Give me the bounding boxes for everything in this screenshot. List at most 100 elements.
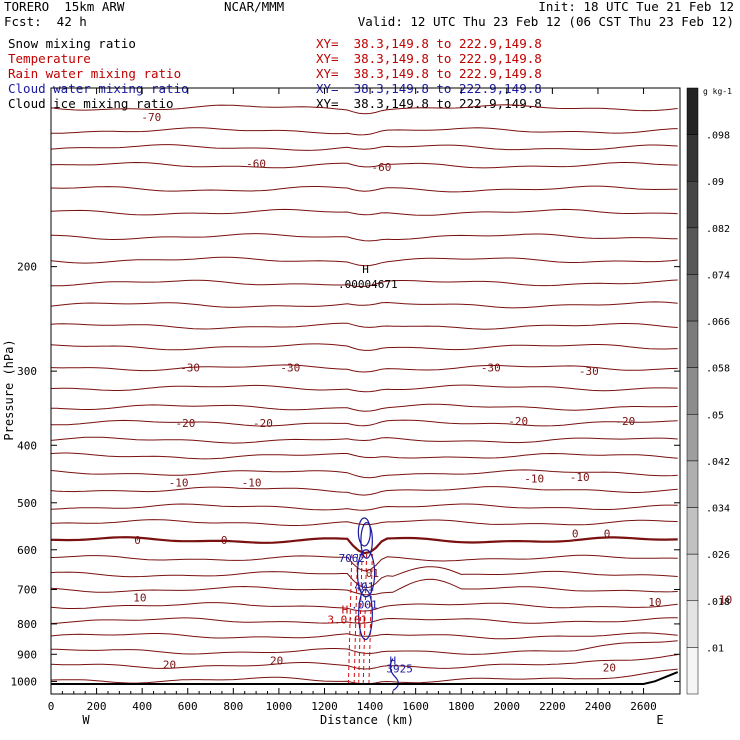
y-tick-label: 500 — [17, 497, 37, 510]
colorbar-label: .098 — [706, 131, 730, 142]
colorbar-label: .026 — [706, 550, 730, 561]
hydrometeor-label: .00004671 — [338, 278, 398, 291]
temperature-contour-label: 0 — [604, 527, 611, 540]
colorbar-swatch — [686, 274, 699, 322]
temperature-contour-label: -30 — [481, 362, 501, 375]
temperature-contour-label: -70 — [141, 111, 161, 124]
colorbar-swatch — [686, 507, 699, 555]
colorbar-swatch — [686, 134, 699, 182]
y-tick-label: 400 — [17, 439, 37, 452]
y-tick-label: 200 — [17, 261, 37, 274]
y-tick-label: 800 — [17, 618, 37, 631]
temperature-contour-line — [50, 233, 678, 242]
temperature-contour-line — [50, 322, 678, 330]
y-tick-label: 700 — [17, 584, 37, 597]
temperature-contour-line — [50, 403, 678, 412]
temperature-contour-label: -10 — [242, 476, 262, 489]
rain-water-contour — [347, 554, 353, 685]
y-tick-label: 900 — [17, 648, 37, 661]
temperature-contour-label: 0 — [221, 534, 228, 547]
temperature-contour-line — [50, 668, 678, 685]
plot-frame — [50, 87, 681, 695]
colorbar-swatch — [686, 180, 699, 229]
colorbar-swatch — [686, 367, 699, 415]
y-tick-label: 300 — [17, 365, 37, 378]
field-name-cloud-water: Cloud water mixing ratio — [8, 81, 189, 96]
x-tick-label: 1000 — [266, 700, 293, 713]
temperature-contour-line — [50, 161, 678, 169]
colorbar-unit: g kg-1 — [703, 87, 732, 96]
field-xy-cloud-ice: XY= 38.3,149.8 to 222.9,149.8 — [316, 96, 542, 111]
temperature-contour-label: -30 — [280, 362, 300, 375]
field-name-temperature: Temperature — [8, 51, 91, 66]
colorbar: .098 .09 .082 .074 .066 .058 .05 .042 .034 .026 .0… — [686, 87, 732, 695]
title-model: TORERO 15km ARW — [4, 0, 125, 14]
temperature-contour-line — [50, 301, 678, 309]
cloud-water-contour — [356, 549, 376, 598]
temperature-contour-line — [50, 469, 678, 479]
colorbar-swatch — [686, 320, 699, 368]
cloud-water-core — [357, 517, 371, 547]
hydrometeor-label: H — [362, 263, 369, 276]
temperature-contour-label: 20 — [163, 659, 176, 672]
x-tick-label: 2000 — [494, 700, 521, 713]
colorbar-label: .01 — [706, 643, 724, 654]
temperature-contour-line — [50, 208, 678, 216]
temperature-contour-line — [50, 419, 678, 427]
temperature-contour-line — [50, 384, 678, 393]
cloud-water-contour — [360, 522, 373, 559]
x-tick-label: 400 — [132, 700, 152, 713]
y-tick-label: 1000 — [11, 675, 38, 688]
colorbar-swatch — [686, 414, 699, 462]
field-name-snow: Snow mixing ratio — [8, 36, 136, 51]
colorbar-swatch — [686, 460, 699, 508]
contour-labels: -70 -60 -60 -30 -30 -30 -30 -20 -20 -20 -20 -10 -10 -… — [133, 111, 732, 676]
temperature-contour-line — [50, 578, 678, 596]
temperature-contour-line — [50, 486, 678, 496]
temperature-contour-line — [50, 632, 678, 640]
temperature-contour-line — [50, 554, 678, 572]
hydrometeor-label: .001 — [351, 599, 378, 612]
x-tick-label: 1200 — [311, 700, 338, 713]
colorbar-label: .066 — [706, 317, 730, 328]
x-tick-label: 0 — [48, 700, 55, 713]
temperature-contour-line — [50, 256, 678, 267]
cloud-water-contour-small — [389, 658, 399, 692]
temperature-contour-line — [50, 452, 678, 460]
temperature-contour-label: 0 — [572, 527, 579, 540]
field-name-cloud-ice: Cloud ice mixing ratio — [8, 96, 174, 111]
x-tick-label: 1600 — [402, 700, 429, 713]
axes: 0 200 400 600 800 1000 1200 1400 1600 1800 2000 220… — [11, 88, 680, 713]
rain-water-contour — [368, 554, 373, 685]
temperature-contour-label: -30 — [180, 362, 200, 375]
temperature-contour-line — [50, 566, 678, 589]
temperature-contour-label: -20 — [508, 415, 528, 428]
rain-water-contour — [358, 554, 363, 685]
rain-water-contour — [353, 554, 359, 685]
temperature-contour-label: 20 — [603, 661, 616, 674]
temperature-contour-line — [50, 279, 678, 288]
temperature-contour-line — [50, 185, 678, 193]
temperature-contour-line — [50, 617, 678, 624]
colorbar-label: .05 — [706, 410, 724, 421]
temperature-contour-line — [50, 654, 678, 670]
x-tick-label: 1400 — [357, 700, 384, 713]
temperature-contour-line — [50, 536, 678, 555]
temperature-contour-line — [50, 144, 678, 151]
title-valid: Valid: 12 UTC Thu 23 Feb 12 (06 CST Thu … — [357, 14, 734, 29]
temperature-contour-label: 0 — [134, 534, 141, 547]
title-init: Init: 18 UTC Tue 21 Feb 12 — [538, 0, 734, 14]
x-axis-label: Distance (km) — [320, 713, 414, 727]
hydrometeor-label: H — [342, 604, 349, 617]
temperature-contour-label: 10 — [133, 591, 146, 604]
colorbar-label: .018 — [706, 597, 730, 608]
field-xy-temperature: XY= 38.3,149.8 to 222.9,149.8 — [316, 51, 542, 66]
temperature-contour-label: 10 — [648, 596, 661, 609]
temperature-contour-line — [50, 343, 678, 351]
temperature-contour-line — [50, 602, 678, 612]
colorbar-swatch — [686, 553, 699, 602]
colorbar-label: .074 — [706, 270, 730, 281]
hydrometeor-label: H — [390, 654, 397, 667]
colorbar-swatch — [686, 87, 699, 135]
hydrometeor-contours — [347, 517, 399, 692]
